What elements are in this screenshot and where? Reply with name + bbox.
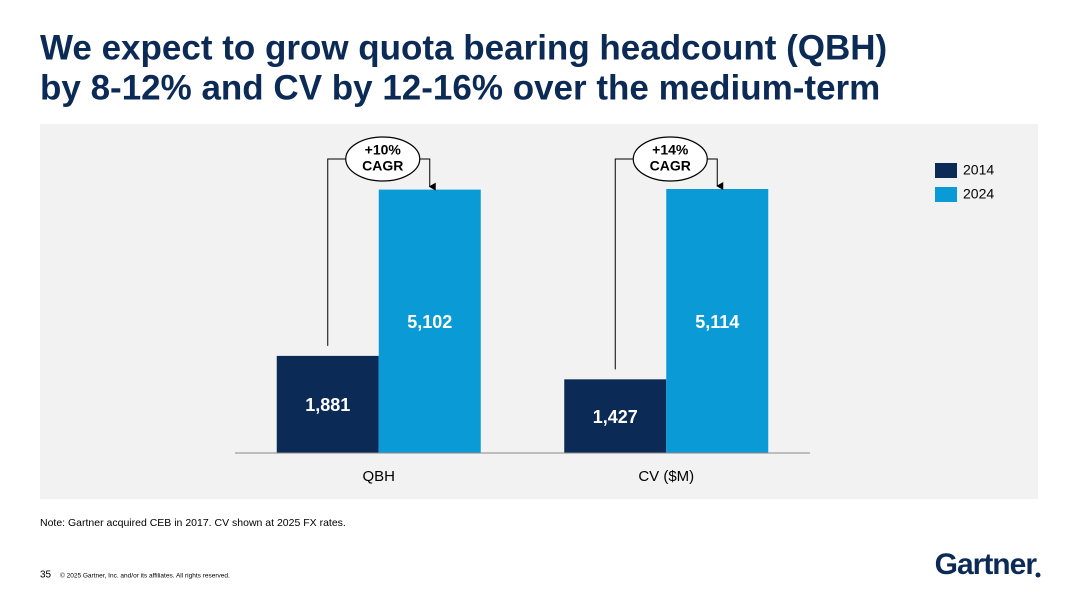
annotation: +10% [365,142,402,158]
value-label: 1,881 [305,395,350,415]
value-label: 5,114 [695,312,739,332]
title-line: by 8-12% and CV by 12-16% over the mediu… [40,68,880,107]
bracket [614,158,634,370]
copyright: © 2025 Gartner, Inc. and/or its affiliat… [60,572,230,580]
bracket-arrow [707,158,724,190]
value-label: 1,427 [593,407,638,427]
legend-label: 2014 [963,162,994,178]
x-tick-label: QBH [362,468,395,485]
bracket [327,158,346,346]
value-label: 5,102 [407,312,452,332]
bar [276,355,379,453]
annotation: CAGR [362,158,403,174]
legend-label: 2024 [963,186,994,202]
annotation-bubble [345,136,421,182]
annotation: CAGR [650,158,691,174]
annotation-bubble [632,136,708,182]
legend-swatch [935,163,957,178]
page-number: 35 [40,570,52,581]
bar [564,379,667,453]
title-line: We expect to grow quota bearing headcoun… [40,28,887,67]
bar [378,189,481,453]
legend-swatch [935,187,957,202]
note: Note: Gartner acquired CEB in 2017. CV s… [40,517,346,529]
x-tick-label: CV ($M) [638,468,694,485]
chart-panel [40,124,1038,499]
logo-mark [1035,572,1041,578]
bar [666,189,769,453]
annotation: +14% [652,142,689,158]
logo: Gartner [935,548,1038,581]
bracket-arrow [419,158,436,191]
